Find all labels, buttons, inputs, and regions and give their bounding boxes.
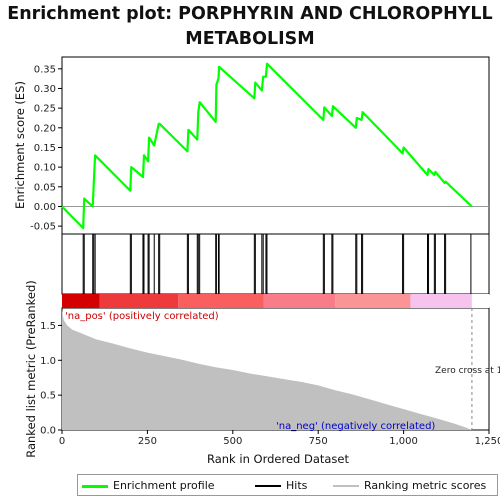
- chart-title-line-1: Enrichment plot: PORPHYRIN AND CHLOROPHY…: [7, 4, 493, 24]
- hits-layer: [82, 234, 472, 294]
- rank-bar-segment: [178, 294, 264, 308]
- rank-layer: [62, 308, 473, 430]
- chart-title-line-2: METABOLISM: [185, 29, 315, 49]
- rank-bar-segment: [263, 294, 336, 308]
- es-y-tick-label: 0.30: [34, 84, 56, 95]
- axes-layer: -0.05 0.00 0.05 0.10 0.15 0.20 0.25 0.30 0.35 0.0…: [30, 64, 500, 447]
- x-tick-label: 0: [59, 436, 65, 447]
- es-panel-frame: [61, 56, 490, 235]
- es-y-tick-label: 0.10: [34, 163, 56, 174]
- rank-bar-segment: [410, 294, 472, 308]
- legend-label-enrichment-profile: Enrichment profile: [113, 479, 215, 492]
- es-y-tick-label: 0.15: [34, 143, 56, 154]
- es-axis-label: Enrichment score (ES): [13, 81, 27, 209]
- rank-y-tick-label: 1.5: [40, 321, 56, 332]
- chart-title: Enrichment plot: PORPHYRIN AND CHLOROPHY…: [0, 2, 500, 52]
- legend-item-hits: Hits: [255, 479, 307, 492]
- x-tick-label: 500: [223, 436, 242, 447]
- legend: Enrichment profile Hits Ranking metric s…: [77, 474, 498, 496]
- es-layer: [61, 62, 489, 230]
- pos-correlated-label: 'na_pos' (positively correlated): [65, 311, 219, 322]
- rank-color-bar: [62, 294, 489, 308]
- rank-bar-segment: [62, 294, 100, 308]
- legend-item-ranking-metric: Ranking metric scores: [333, 479, 486, 492]
- es-y-tick-label: 0.35: [34, 64, 56, 75]
- rank-y-tick-label: 0.5: [40, 391, 56, 402]
- legend-item-enrichment-profile: Enrichment profile: [82, 479, 215, 492]
- rank-y-tick-label: 0.0: [40, 426, 56, 437]
- zero-cross-label: Zero cross at 1: [435, 366, 500, 376]
- hits-swatch-icon: [255, 485, 281, 487]
- hits-panel-frame: [61, 233, 490, 295]
- x-tick-label: 1,000: [389, 436, 418, 447]
- x-tick-label: 250: [138, 436, 157, 447]
- neg-correlated-label: 'na_neg' (negatively correlated): [276, 421, 435, 432]
- ranking-metric-swatch-icon: [333, 485, 359, 487]
- rank-bar-segment: [335, 294, 411, 308]
- rank-metric-axis-label: Ranked list metric (PreRanked): [24, 280, 38, 458]
- rank-y-tick-label: 1.0: [40, 356, 56, 367]
- ranked-metric-area: [62, 310, 472, 430]
- legend-label-ranking-metric: Ranking metric scores: [364, 479, 487, 492]
- es-y-tick-label: 0.25: [34, 104, 56, 115]
- enrichment-profile-line: [61, 62, 473, 230]
- es-y-tick-label: 0.00: [34, 202, 56, 213]
- x-tick-label: 750: [309, 436, 328, 447]
- rank-bar-tail: [471, 294, 489, 308]
- es-y-tick-label: 0.05: [34, 182, 56, 193]
- x-tick-label: 1,250: [475, 436, 500, 447]
- enrichment-profile-swatch-icon: [82, 484, 108, 488]
- es-y-tick-label: -0.05: [30, 222, 56, 233]
- legend-label-hits: Hits: [286, 479, 308, 492]
- rank-bar-segment: [99, 294, 179, 308]
- x-axis-label: Rank in Ordered Dataset: [207, 452, 350, 466]
- es-y-tick-label: 0.20: [34, 123, 56, 134]
